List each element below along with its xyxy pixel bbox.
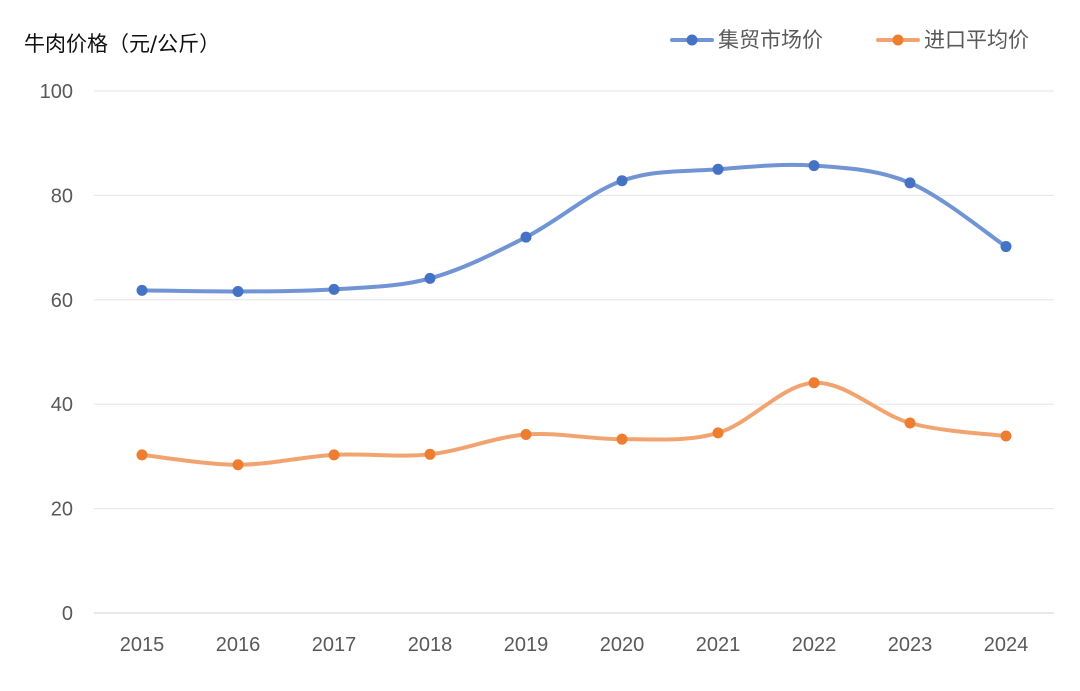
data-point [712, 163, 724, 175]
legend: 集贸市场价 进口平均价 [670, 28, 1029, 52]
x-tick-label: 2024 [984, 634, 1029, 656]
y-axis-ticks: 0 20 40 60 80 100 [40, 81, 73, 625]
x-tick-label: 2018 [408, 634, 453, 656]
y-tick-label: 80 [51, 185, 73, 207]
data-point [136, 449, 148, 461]
legend-marker-icon [892, 34, 904, 46]
legend-item: 进口平均价 [876, 28, 1029, 52]
data-point [424, 448, 436, 460]
x-tick-label: 2020 [600, 634, 645, 656]
data-point [520, 231, 532, 243]
data-point [328, 283, 340, 295]
data-point [616, 433, 628, 445]
x-axis-ticks: 2015 2016 2017 2018 2019 2020 2021 2022 2023 2024 [120, 634, 1029, 656]
y-tick-label: 20 [51, 499, 73, 521]
x-tick-label: 2022 [792, 634, 837, 656]
series-line [140, 162, 1008, 294]
series-1 [136, 160, 1012, 297]
data-point [904, 177, 916, 189]
y-tick-label: 60 [51, 290, 73, 312]
series-lines [136, 160, 1012, 471]
legend-label: 集贸市场价 [718, 28, 823, 52]
data-point [520, 428, 532, 440]
series-line [140, 380, 1008, 467]
y-tick-label: 100 [40, 81, 73, 103]
data-point [1000, 241, 1012, 253]
data-point [808, 160, 820, 172]
series-2 [136, 377, 1012, 471]
data-point [328, 449, 340, 461]
legend-item: 集贸市场价 [670, 28, 823, 52]
data-point [808, 377, 820, 389]
data-point [232, 459, 244, 471]
y-axis-title: 牛肉价格（元/公斤） [24, 32, 220, 56]
data-point [232, 285, 244, 297]
data-point [136, 284, 148, 296]
legend-label: 进口平均价 [924, 28, 1029, 52]
x-tick-label: 2015 [120, 634, 165, 656]
data-point [904, 417, 916, 429]
y-tick-label: 0 [62, 603, 73, 625]
x-tick-label: 2023 [888, 634, 933, 656]
x-tick-label: 2021 [696, 634, 741, 656]
gridlines [94, 90, 1054, 614]
data-point [424, 272, 436, 284]
x-tick-label: 2017 [312, 634, 357, 656]
data-point [712, 427, 724, 439]
y-tick-label: 40 [51, 394, 73, 416]
data-point [616, 175, 628, 187]
legend-marker-icon [686, 34, 698, 46]
data-point [1000, 430, 1012, 442]
x-tick-label: 2019 [504, 634, 549, 656]
x-tick-label: 2016 [216, 634, 261, 656]
